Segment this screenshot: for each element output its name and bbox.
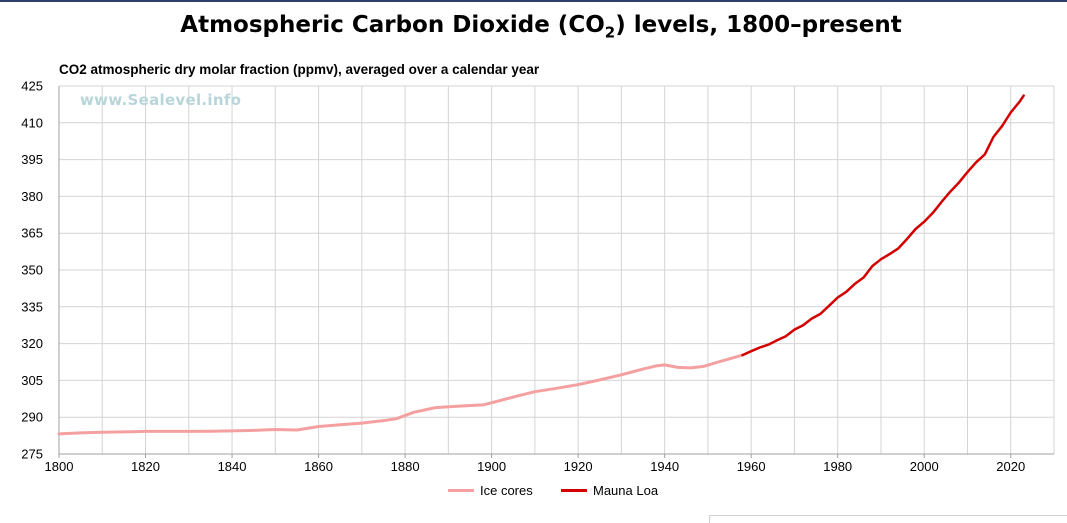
series-lines bbox=[57, 94, 1025, 436]
watermark: www.Sealevel.info bbox=[80, 91, 242, 109]
x-tick-label: 1820 bbox=[131, 459, 160, 474]
legend-swatch-mauna-loa bbox=[561, 489, 587, 492]
y-tick-label: 305 bbox=[21, 373, 43, 388]
series-line-ice-cores bbox=[57, 353, 744, 436]
x-tick-label: 1800 bbox=[45, 459, 74, 474]
x-tick-label: 1940 bbox=[650, 459, 679, 474]
y-tick-label: 380 bbox=[21, 189, 43, 204]
gridlines bbox=[58, 85, 1055, 455]
y-tick-label: 425 bbox=[21, 79, 43, 94]
y-tick-label: 410 bbox=[21, 115, 43, 130]
y-axis-label: CO2 atmospheric dry molar fraction (ppmv… bbox=[59, 62, 540, 77]
x-tick-label: 2020 bbox=[996, 459, 1025, 474]
y-tick-label: 365 bbox=[21, 226, 43, 241]
top-border bbox=[0, 0, 1067, 2]
chart-title: Atmospheric Carbon Dioxide (CO2) levels,… bbox=[180, 12, 902, 42]
legend-label-ice-cores: Ice cores bbox=[480, 483, 533, 498]
x-tick-label: 1980 bbox=[823, 459, 852, 474]
x-tick-label: 1900 bbox=[477, 459, 506, 474]
legend-swatch-ice-cores bbox=[448, 489, 474, 492]
y-tick-label: 320 bbox=[21, 336, 43, 351]
y-tick-label: 290 bbox=[21, 410, 43, 425]
y-tick-label: 395 bbox=[21, 152, 43, 167]
x-tick-label: 1880 bbox=[391, 459, 420, 474]
tick-labels: 1800 1820 1840 1860 1880 1900 1920 1940 1960 1980… bbox=[21, 79, 1025, 475]
legend-item-mauna-loa: Mauna Loa bbox=[561, 483, 658, 498]
x-tick-label: 1920 bbox=[564, 459, 593, 474]
x-tick-label: 1860 bbox=[304, 459, 333, 474]
y-tick-label: 275 bbox=[21, 447, 43, 462]
y-tick-label: 335 bbox=[21, 299, 43, 314]
y-tick-label: 350 bbox=[21, 263, 43, 278]
series-line-mauna-loa bbox=[741, 94, 1025, 357]
corner-box bbox=[709, 515, 1067, 523]
legend: Ice cores Mauna Loa bbox=[0, 483, 1067, 501]
x-tick-label: 2000 bbox=[910, 459, 939, 474]
x-tick-label: 1960 bbox=[737, 459, 766, 474]
x-tick-label: 1840 bbox=[218, 459, 247, 474]
legend-item-ice-cores: Ice cores bbox=[448, 483, 533, 498]
legend-label-mauna-loa: Mauna Loa bbox=[593, 483, 659, 498]
